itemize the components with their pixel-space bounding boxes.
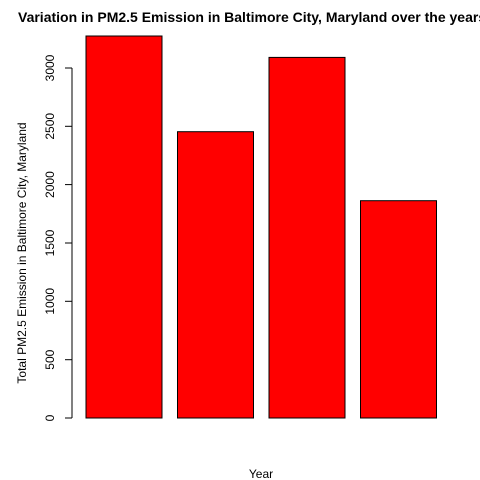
y-tick-label: 2000 (43, 171, 57, 198)
bar (85, 35, 163, 419)
y-tick-label: 500 (43, 349, 57, 369)
y-tick-label: 3000 (43, 54, 57, 81)
bars-group (85, 35, 437, 419)
y-tick-label: 1500 (43, 229, 57, 256)
bar (177, 131, 254, 419)
y-axis: 0 500 1000 1500 2000 2500 3000 (43, 54, 73, 421)
y-tick-label: 2500 (43, 113, 57, 140)
bar (268, 56, 346, 419)
bar (360, 200, 437, 419)
y-axis-title: Total PM2.5 Emission in Baltimore City, … (15, 122, 29, 383)
y-tick-label: 1000 (43, 288, 57, 315)
chart-title: Variation in PM2.5 Emission in Baltimore… (18, 9, 480, 25)
y-tick-label: 0 (43, 414, 57, 421)
x-axis-title: Year (249, 467, 273, 480)
